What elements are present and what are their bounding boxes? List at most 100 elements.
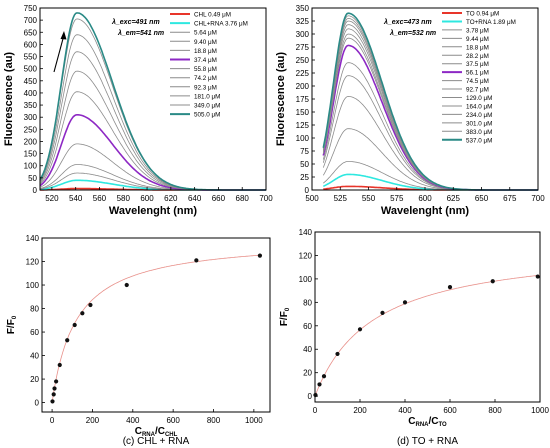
legend-label: 164.0 μM	[466, 103, 492, 110]
spectrum-line	[322, 33, 538, 191]
x-tick-label: 625	[447, 194, 461, 203]
spectrum-line	[39, 164, 266, 191]
y-tick-label: 275	[296, 43, 310, 52]
y-tick-label: 75	[300, 147, 309, 156]
x-tick-label: 800	[207, 416, 221, 425]
excitation-annotation: λ_exc=491 nm	[111, 18, 160, 26]
y-tick-label: 0	[35, 399, 40, 408]
spectra-curves	[322, 12, 538, 191]
spectrum-line	[322, 28, 538, 191]
x-tick-label: 1000	[245, 416, 263, 425]
y-tick-label: 250	[296, 56, 310, 65]
legend-label: 37.4 μM	[194, 57, 217, 64]
y-tick-label: 325	[296, 17, 310, 26]
spectra-curves	[39, 12, 266, 191]
x-tick-label: 0	[50, 416, 55, 425]
data-point	[357, 327, 363, 332]
y-tick-label: 700	[24, 16, 38, 25]
spectrum-line	[39, 18, 266, 191]
legend-label: 55.8 μM	[194, 66, 217, 73]
x-tick-label: 800	[488, 406, 502, 415]
arrow-head	[60, 31, 67, 40]
y-tick-label: 200	[24, 137, 38, 146]
x-tick-label: 700	[531, 194, 545, 203]
x-tick-label: 640	[188, 194, 202, 203]
legend-label: 18.8 μM	[466, 44, 489, 51]
data-point	[72, 322, 77, 328]
x-axis-ticks: 520 540 560 580 600 620 640 660 680 700	[45, 187, 273, 203]
y-tick-label: 120	[26, 258, 40, 267]
y-tick-label: 20	[303, 369, 312, 378]
data-point	[535, 274, 540, 279]
y-tick-label: 225	[296, 69, 310, 78]
spectrum-line	[39, 114, 266, 191]
y-tick-label: 0	[33, 186, 38, 195]
legend-label: 56.1 μM	[466, 70, 489, 77]
data-point	[317, 382, 322, 387]
x-axis-ticks: 500 525 550 575 600 625 650 675 700	[305, 187, 545, 203]
data-point	[124, 282, 129, 288]
spectrum-line	[39, 51, 266, 191]
y-tick-label: 650	[24, 28, 38, 37]
x-axis-label: CRNA/CTO	[408, 416, 447, 428]
data-point	[447, 285, 453, 290]
data-point	[51, 392, 56, 397]
y-axis-label: F/F0	[6, 315, 18, 334]
y-tick-label: 60	[30, 328, 39, 337]
y-tick-label: 150	[296, 108, 310, 117]
x-tick-label: 650	[475, 194, 489, 203]
x-tick-label: 675	[503, 194, 517, 203]
spectrum-line	[39, 91, 266, 191]
legend-label: 301.0 μM	[466, 120, 492, 127]
legend-label: 181.0 μM	[194, 93, 220, 100]
y-tick-label: 300	[24, 113, 38, 122]
y-tick-label: 0	[305, 186, 310, 195]
spectrum-line	[322, 20, 538, 191]
x-axis-ticks: 0 200 400 600 800 1000	[313, 399, 549, 415]
legend: CHL 0.49 μM CHL+RNA 3.76 μM 5.64 μM 9.40 μM…	[170, 12, 248, 119]
legend-label: 74.5 μM	[466, 78, 489, 85]
spectrum-line	[322, 44, 538, 191]
plot-frame	[314, 231, 541, 403]
x-tick-label: 575	[390, 194, 404, 203]
legend-label: 383.0 μM	[466, 129, 492, 136]
y-tick-label: 350	[24, 101, 38, 110]
plot-frame	[39, 7, 267, 191]
panel-caption: (c) CHL + RNA	[123, 436, 190, 447]
x-tick-label: 600	[140, 194, 154, 203]
y-tick-label: 50	[300, 160, 309, 169]
y-tick-label: 40	[303, 345, 312, 354]
y-tick-label: 25	[300, 173, 309, 182]
legend-label: 18.8 μM	[194, 48, 217, 55]
fit-curve	[314, 274, 541, 397]
data-points	[50, 253, 263, 404]
legend-label: 28.2 μM	[466, 53, 489, 60]
legend-label: CHL 0.49 μM	[194, 12, 231, 19]
y-tick-label: 100	[296, 134, 310, 143]
x-tick-label: 200	[86, 416, 100, 425]
legend-label: 234.0 μM	[466, 112, 492, 119]
y-tick-label: 150	[24, 150, 38, 159]
legend-label: TO 0.94 μM	[466, 11, 499, 18]
data-point	[335, 351, 340, 357]
y-tick-label: 250	[24, 125, 38, 134]
legend-label: 9.40 μM	[194, 39, 217, 46]
y-tick-label: 500	[24, 65, 38, 74]
y-tick-label: 100	[24, 162, 38, 171]
x-tick-label: 1000	[531, 406, 549, 415]
y-tick-label: 400	[24, 89, 38, 98]
y-tick-label: 60	[303, 322, 312, 331]
x-axis-label: Wavelenght (nm)	[109, 205, 198, 217]
legend-label: 349.0 μM	[194, 103, 220, 110]
excitation-annotation: λ_exc=473 nm	[383, 18, 432, 26]
y-axis-ticks: 0 20 40 60 80 100 120 140	[26, 234, 45, 408]
y-tick-label: 350	[296, 4, 310, 13]
legend-label: 129.0 μM	[466, 95, 492, 102]
y-tick-label: 300	[296, 30, 310, 39]
y-axis-label: F/F0	[279, 307, 291, 326]
y-tick-label: 175	[296, 95, 310, 104]
y-tick-label: 80	[303, 298, 312, 307]
y-tick-label: 40	[30, 352, 39, 361]
